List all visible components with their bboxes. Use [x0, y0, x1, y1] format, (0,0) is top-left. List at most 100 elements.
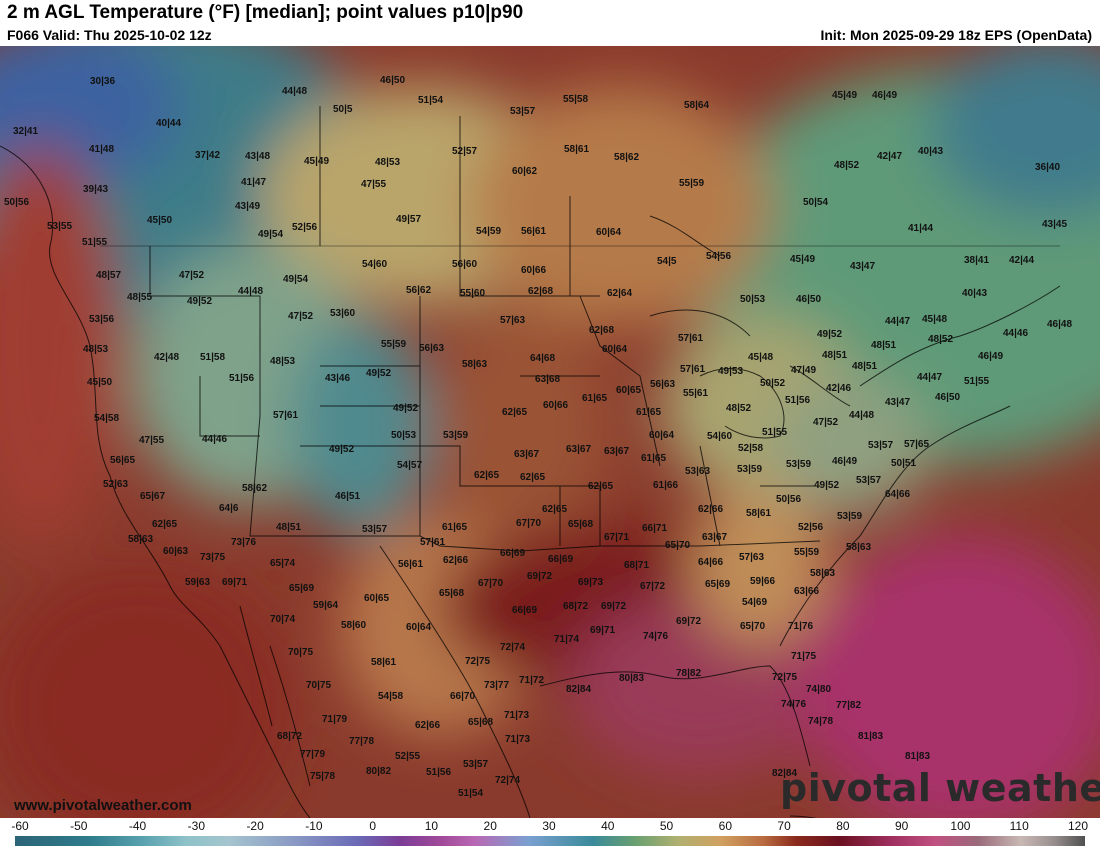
point-value: 42|46	[826, 383, 852, 394]
point-value: 44|46	[1003, 328, 1029, 339]
colorbar-tick: -30	[187, 819, 205, 833]
point-value: 63|67	[604, 446, 630, 457]
point-value: 56|62	[406, 285, 432, 296]
point-value: 48|51	[852, 361, 878, 372]
point-value: 54|58	[94, 413, 120, 424]
point-value: 54|58	[378, 691, 404, 702]
point-value: 74|76	[781, 699, 807, 710]
point-value: 46|50	[380, 75, 406, 86]
point-value: 66|69	[512, 605, 538, 616]
point-value: 61|65	[641, 453, 667, 464]
point-value: 38|41	[964, 255, 990, 266]
point-value: 78|82	[676, 668, 702, 679]
point-value: 56|65	[110, 455, 136, 466]
point-value: 49|53	[718, 366, 744, 377]
temperature-map[interactable]: 30|36 32|41 41|48 39|43 50|56 53|55 51|55 45|50…	[0, 46, 1100, 818]
point-value: 57|61	[273, 410, 299, 421]
colorbar-tick: 80	[836, 819, 850, 833]
point-value: 57|61	[420, 537, 446, 548]
colorbar-tick: 60	[718, 819, 733, 833]
point-value: 77|79	[300, 749, 326, 760]
point-value: 54|60	[707, 431, 733, 442]
point-value: 61|65	[636, 407, 662, 418]
point-value: 81|83	[905, 751, 931, 762]
point-value: 53|57	[856, 475, 882, 486]
point-value: 43|46	[325, 373, 351, 384]
colorbar-tick: -40	[128, 819, 147, 833]
valid-time: F066 Valid: Thu 2025-10-02 12z	[7, 27, 212, 43]
point-value: 53|63	[685, 466, 711, 477]
point-value: 74|78	[808, 716, 834, 727]
point-value: 53|57	[868, 440, 894, 451]
point-value: 69|72	[527, 571, 553, 582]
point-value: 73|75	[200, 552, 226, 563]
point-value: 65|74	[270, 558, 296, 569]
point-value: 32|41	[13, 126, 39, 137]
point-value: 48|51	[822, 350, 848, 361]
point-value: 80|83	[619, 673, 645, 684]
point-value: 50|54	[803, 197, 829, 208]
point-value: 43|47	[850, 261, 876, 272]
point-value: 62|65	[502, 407, 528, 418]
point-value: 71|79	[322, 714, 348, 725]
point-value: 58|63	[810, 568, 836, 579]
point-value: 60|64	[602, 344, 628, 355]
pivotal-weather-logo: pivotal weather	[780, 766, 1100, 810]
point-value: 62|68	[528, 286, 554, 297]
point-value: 58|62	[242, 483, 268, 494]
point-value: 45|48	[748, 352, 774, 363]
point-value: 74|76	[643, 631, 669, 642]
point-value: 53|57	[510, 106, 536, 117]
point-value: 64|6	[219, 503, 239, 514]
colorbar-tick: -20	[246, 819, 264, 833]
point-value: 63|66	[794, 586, 820, 597]
point-value: 53|60	[330, 308, 356, 319]
point-value: 59|66	[750, 576, 776, 587]
colorbar-tick: 50	[659, 819, 674, 833]
point-value: 67|72	[640, 581, 666, 592]
point-value: 60|64	[596, 227, 622, 238]
point-value: 61|65	[442, 522, 468, 533]
point-value: 45|49	[832, 90, 858, 101]
point-value: 44|46	[202, 434, 228, 445]
point-value: 72|74	[495, 775, 521, 786]
point-value: 57|65	[904, 439, 930, 450]
point-value: 40|43	[918, 146, 944, 157]
point-value: 48|51	[276, 522, 302, 533]
point-value: 58|62	[614, 152, 640, 163]
site-url[interactable]: www.pivotalweather.com	[14, 797, 192, 814]
point-value: 55|61	[683, 388, 709, 399]
point-value: 48|52	[726, 403, 752, 414]
point-value: 62|65	[588, 481, 614, 492]
point-value: 51|54	[458, 788, 484, 799]
point-value: 61|65	[582, 393, 608, 404]
point-value: 49|52	[329, 444, 355, 455]
point-value: 54|59	[476, 226, 502, 237]
point-value: 73|76	[231, 537, 257, 548]
colorbar-legend: -60 -50 -40 -30 -20 -10 0 10 20 30 40 50 60 70 80 90 100…	[0, 818, 1100, 850]
point-value: 54|57	[397, 460, 423, 471]
point-value: 60|65	[364, 593, 390, 604]
point-value: 53|59	[837, 511, 863, 522]
point-value: 41|47	[241, 177, 267, 188]
point-value: 42|44	[1009, 255, 1035, 266]
point-value: 60|62	[512, 166, 538, 177]
point-value: 49|52	[187, 296, 213, 307]
point-value: 60|64	[649, 430, 675, 441]
point-value: 63|67	[514, 449, 540, 460]
point-value: 55|58	[563, 94, 589, 105]
point-value: 49|54	[283, 274, 309, 285]
point-value: 52|58	[738, 443, 764, 454]
point-value: 53|57	[362, 524, 388, 535]
point-value: 66|69	[500, 548, 526, 559]
point-value: 53|56	[89, 314, 115, 325]
point-value: 48|52	[834, 160, 860, 171]
point-value: 47|55	[139, 435, 165, 446]
point-value: 62|65	[542, 504, 568, 515]
point-value: 53|59	[443, 430, 469, 441]
point-value: 63|68	[535, 374, 561, 385]
point-value: 49|54	[258, 229, 284, 240]
colorbar-tick: 40	[601, 819, 615, 833]
point-value: 71|73	[504, 710, 530, 721]
point-value: 48|53	[83, 344, 109, 355]
